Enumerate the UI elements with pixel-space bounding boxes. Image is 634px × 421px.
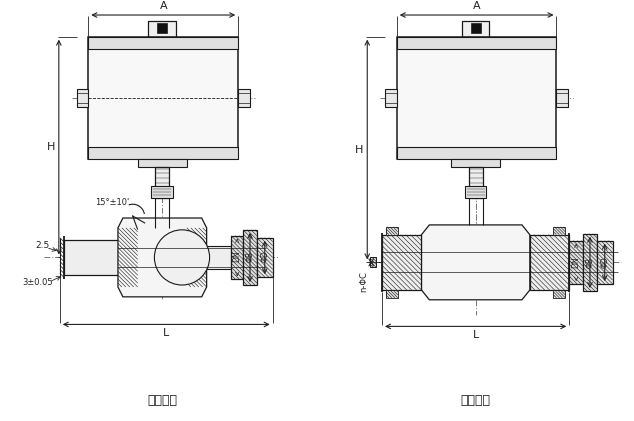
Bar — [469, 167, 482, 198]
Text: DN: DN — [233, 250, 242, 262]
Text: n-ΦC: n-ΦC — [359, 272, 368, 293]
Bar — [569, 241, 583, 284]
Text: H: H — [46, 142, 55, 152]
Bar — [385, 89, 397, 107]
Bar — [77, 89, 88, 107]
Text: ΦB: ΦB — [245, 251, 254, 262]
Text: 2.5: 2.5 — [35, 240, 49, 250]
Text: DN: DN — [572, 256, 581, 268]
Bar — [231, 236, 243, 279]
Circle shape — [488, 160, 495, 166]
Bar — [88, 147, 238, 159]
Circle shape — [457, 160, 463, 166]
Text: 15°±10': 15°±10' — [95, 198, 129, 207]
Bar — [557, 89, 568, 107]
Bar — [138, 159, 187, 167]
Bar — [148, 21, 176, 37]
Bar — [462, 21, 489, 37]
Bar — [553, 290, 566, 298]
Bar — [157, 23, 167, 33]
Polygon shape — [422, 225, 530, 300]
Text: A: A — [160, 1, 167, 11]
Bar — [386, 227, 398, 235]
Bar — [370, 257, 376, 267]
Circle shape — [143, 160, 150, 166]
Polygon shape — [118, 218, 207, 297]
Text: L: L — [472, 330, 479, 340]
Bar — [88, 37, 238, 48]
Bar — [155, 167, 169, 198]
Text: ΦD: ΦD — [261, 250, 269, 262]
Text: H: H — [355, 144, 363, 155]
Bar — [64, 240, 123, 275]
Text: ΦB: ΦB — [585, 257, 595, 268]
Text: A: A — [473, 1, 481, 11]
Text: 《图二》: 《图二》 — [461, 394, 491, 407]
Bar — [583, 234, 597, 291]
Text: ΦD: ΦD — [600, 256, 609, 268]
Bar — [243, 230, 257, 285]
Bar — [465, 187, 486, 198]
Bar — [88, 37, 238, 159]
Bar — [397, 37, 557, 159]
Bar — [451, 159, 500, 167]
Bar — [470, 23, 481, 33]
Bar — [397, 147, 557, 159]
Bar — [238, 89, 250, 107]
Bar — [597, 241, 612, 284]
Text: 3±0.05: 3±0.05 — [22, 278, 53, 287]
Bar — [207, 245, 231, 269]
Text: 《图一》: 《图一》 — [147, 394, 178, 407]
Bar — [382, 235, 422, 290]
Bar — [152, 187, 173, 198]
Circle shape — [155, 230, 210, 285]
Circle shape — [175, 160, 181, 166]
Bar — [257, 238, 273, 277]
Bar — [397, 37, 557, 48]
Bar — [386, 290, 398, 298]
Bar — [553, 227, 566, 235]
Text: L: L — [163, 328, 169, 338]
Bar — [530, 235, 569, 290]
